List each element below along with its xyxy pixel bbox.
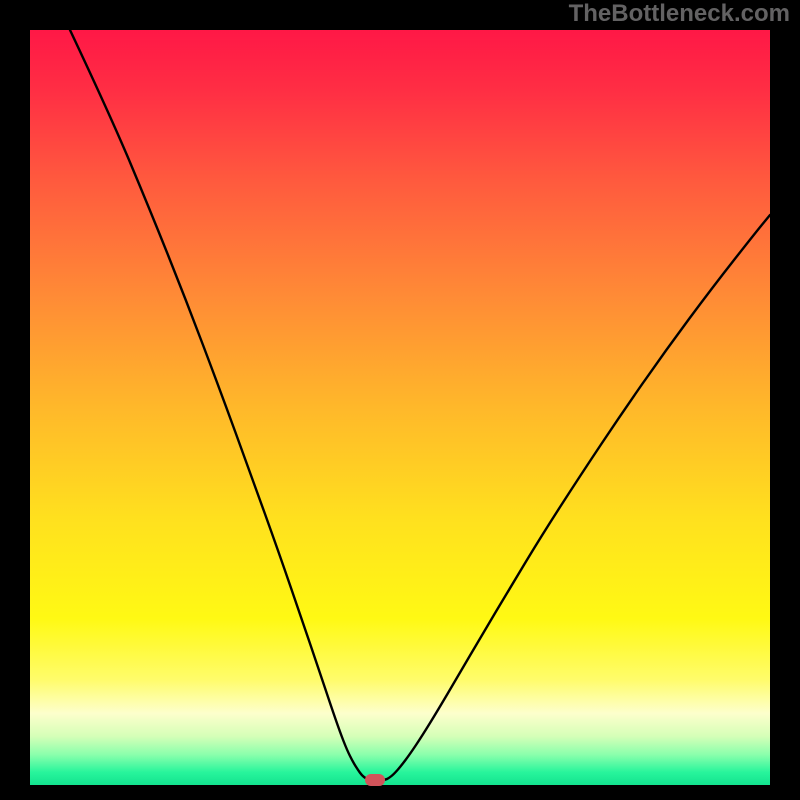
bottleneck-chart-svg — [0, 0, 800, 800]
plot-background-gradient — [30, 30, 770, 785]
optimal-point-marker — [365, 774, 385, 786]
chart-canvas: TheBottleneck.com — [0, 0, 800, 800]
watermark-text: TheBottleneck.com — [569, 0, 790, 28]
